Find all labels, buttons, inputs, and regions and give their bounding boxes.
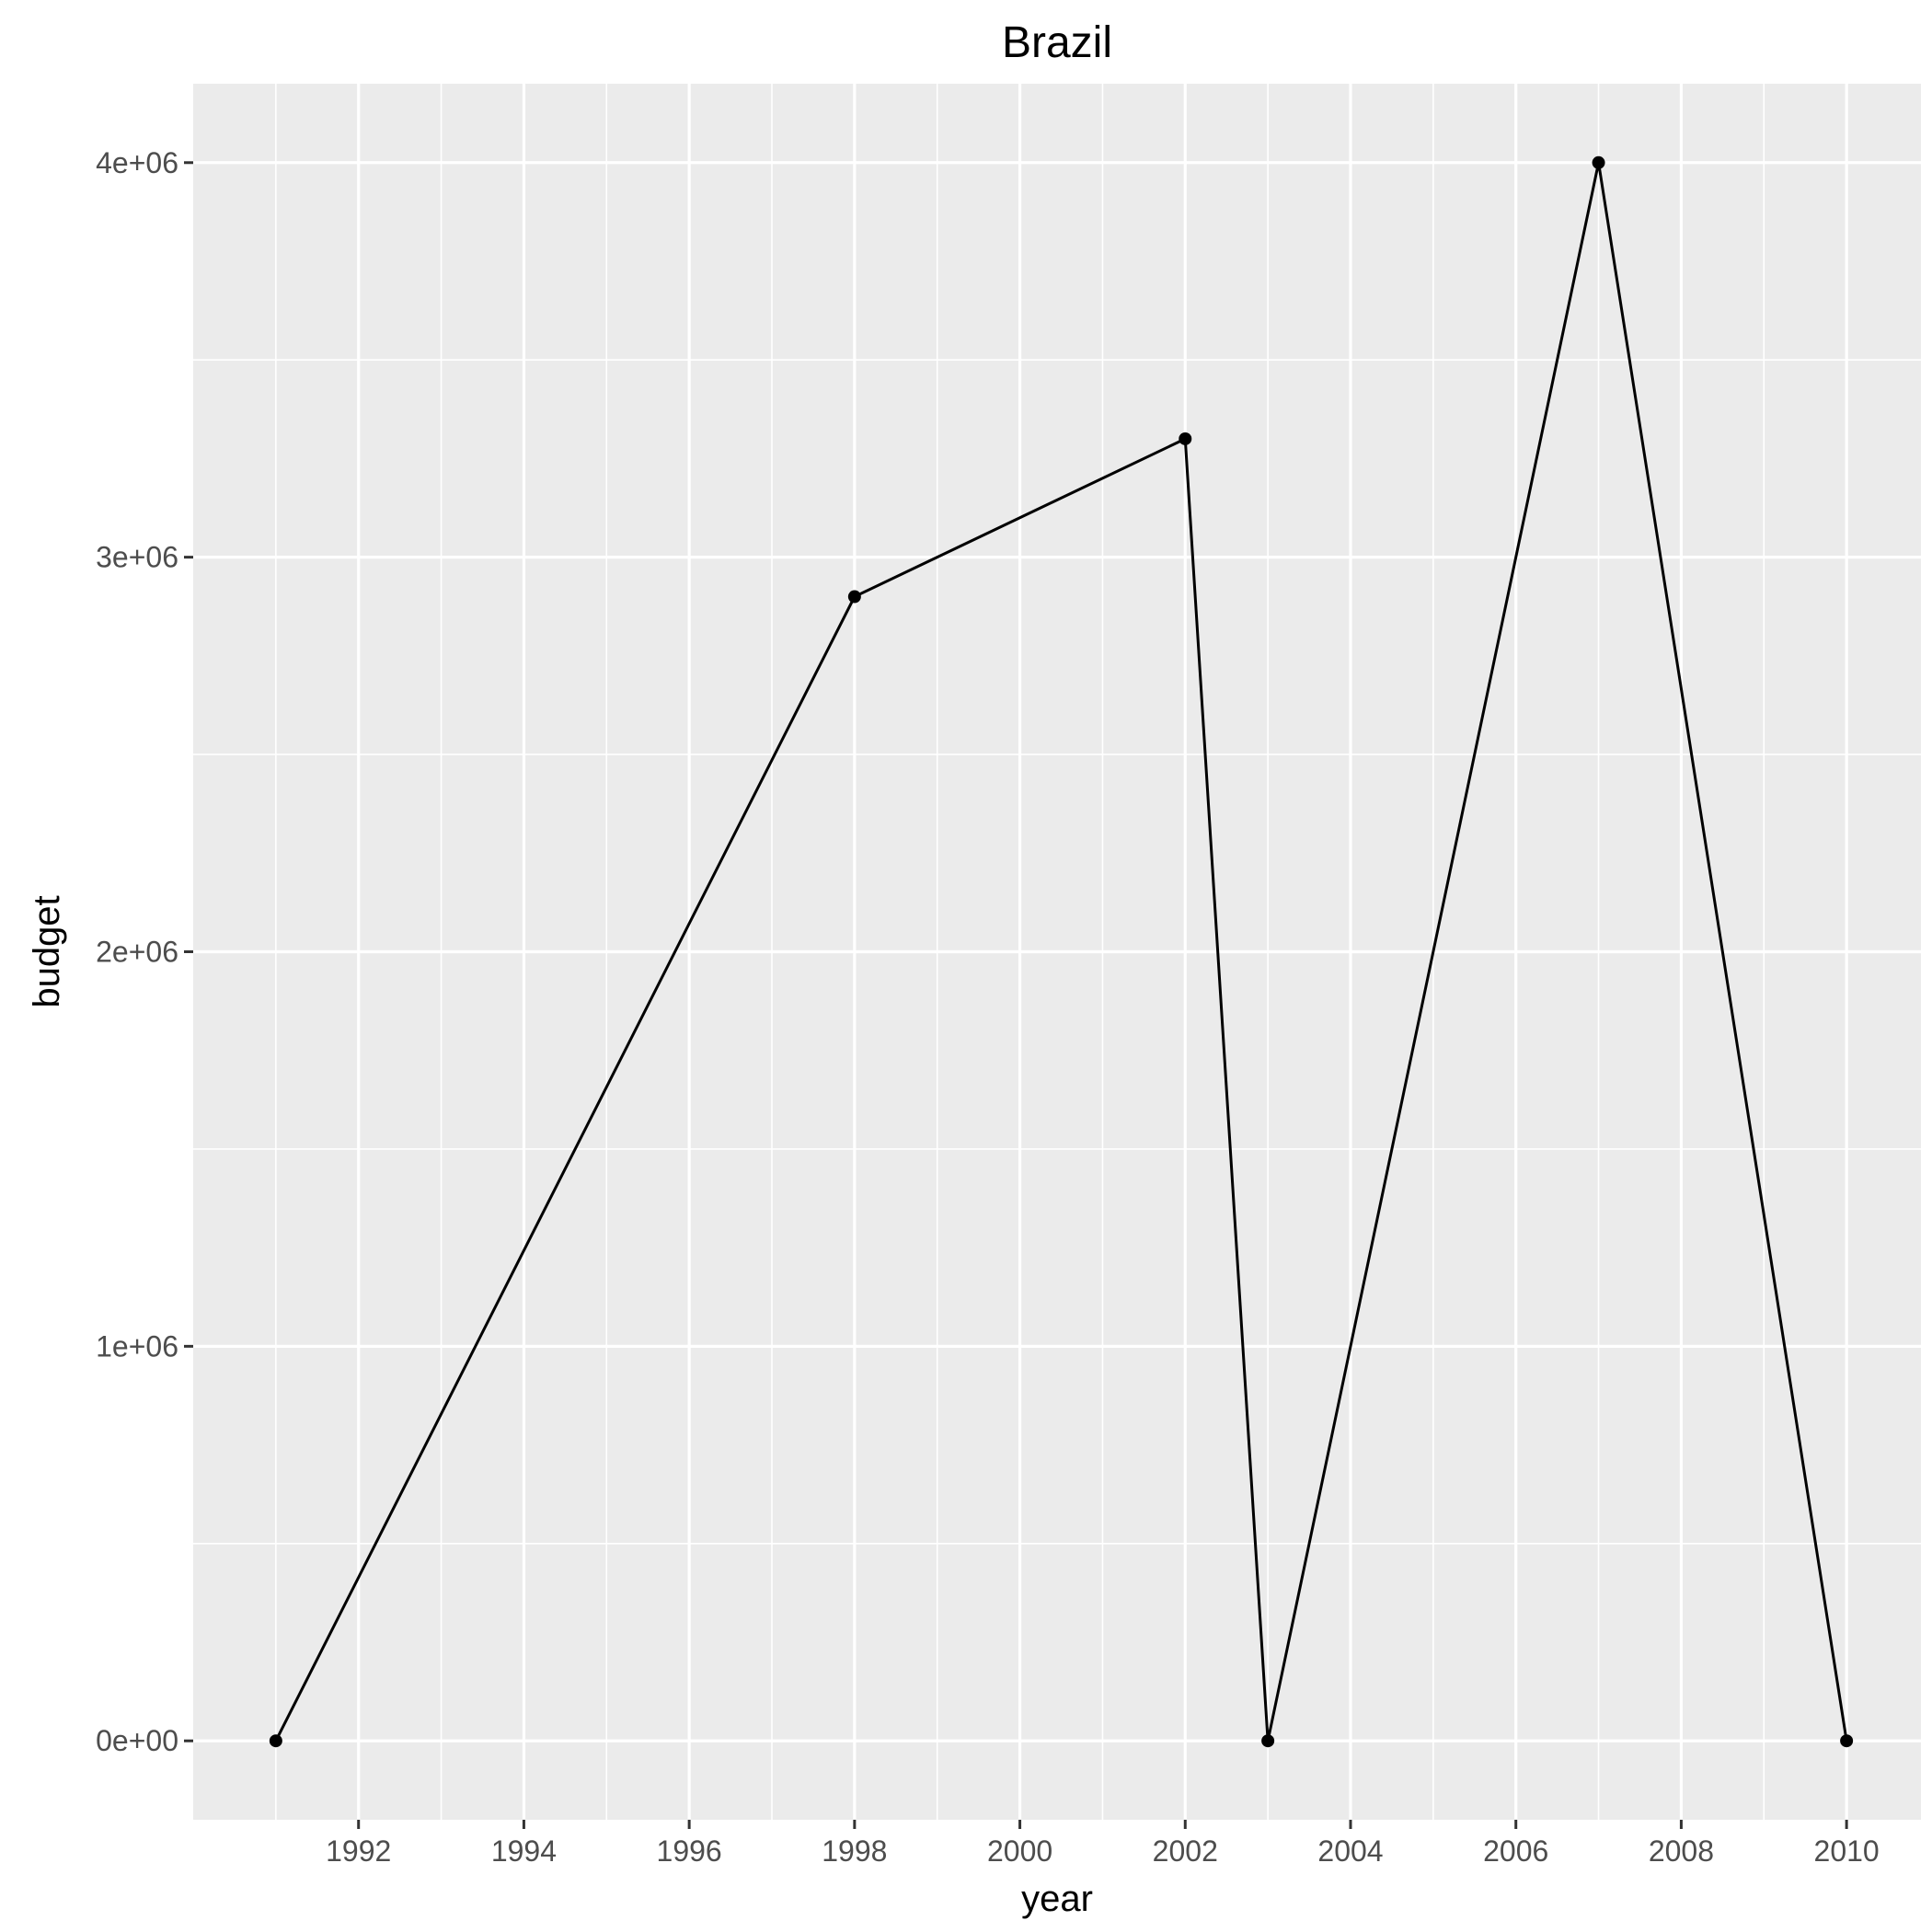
x-tick-label: 2000 bbox=[987, 1834, 1052, 1868]
x-tick-label: 1998 bbox=[822, 1834, 887, 1868]
x-tick-label: 2002 bbox=[1153, 1834, 1218, 1868]
x-tick-label: 2004 bbox=[1317, 1834, 1383, 1868]
y-axis: 0e+00 1e+06 2e+06 3e+06 4e+06 bbox=[96, 146, 193, 1757]
x-tick-label: 1992 bbox=[326, 1834, 391, 1868]
x-tick-label: 1994 bbox=[491, 1834, 557, 1868]
x-tick-label: 2010 bbox=[1814, 1834, 1880, 1868]
y-tick-label: 3e+06 bbox=[96, 541, 178, 574]
chart-title: Brazil bbox=[1002, 18, 1112, 67]
y-axis-title: budget bbox=[27, 895, 67, 1007]
x-axis: 1992 1994 1996 1998 2000 2002 2004 2006 2008 2010 bbox=[326, 1820, 1880, 1868]
y-tick-label: 2e+06 bbox=[96, 936, 178, 969]
data-point bbox=[1592, 155, 1605, 169]
x-axis-title: year bbox=[1021, 1879, 1093, 1919]
y-tick-label: 4e+06 bbox=[96, 146, 178, 179]
x-tick-label: 2006 bbox=[1483, 1834, 1548, 1868]
data-point bbox=[1840, 1734, 1854, 1748]
y-tick-label: 0e+00 bbox=[96, 1724, 178, 1757]
major-gridlines bbox=[193, 84, 1921, 1820]
data-point bbox=[1261, 1734, 1275, 1748]
data-point bbox=[1179, 431, 1192, 445]
x-tick-label: 2008 bbox=[1649, 1834, 1714, 1868]
data-point bbox=[847, 590, 861, 604]
x-tick-label: 1996 bbox=[657, 1834, 722, 1868]
series-line bbox=[274, 162, 1848, 1742]
data-point bbox=[269, 1734, 282, 1748]
y-tick-label: 1e+06 bbox=[96, 1329, 178, 1363]
data-series bbox=[269, 155, 1854, 1748]
